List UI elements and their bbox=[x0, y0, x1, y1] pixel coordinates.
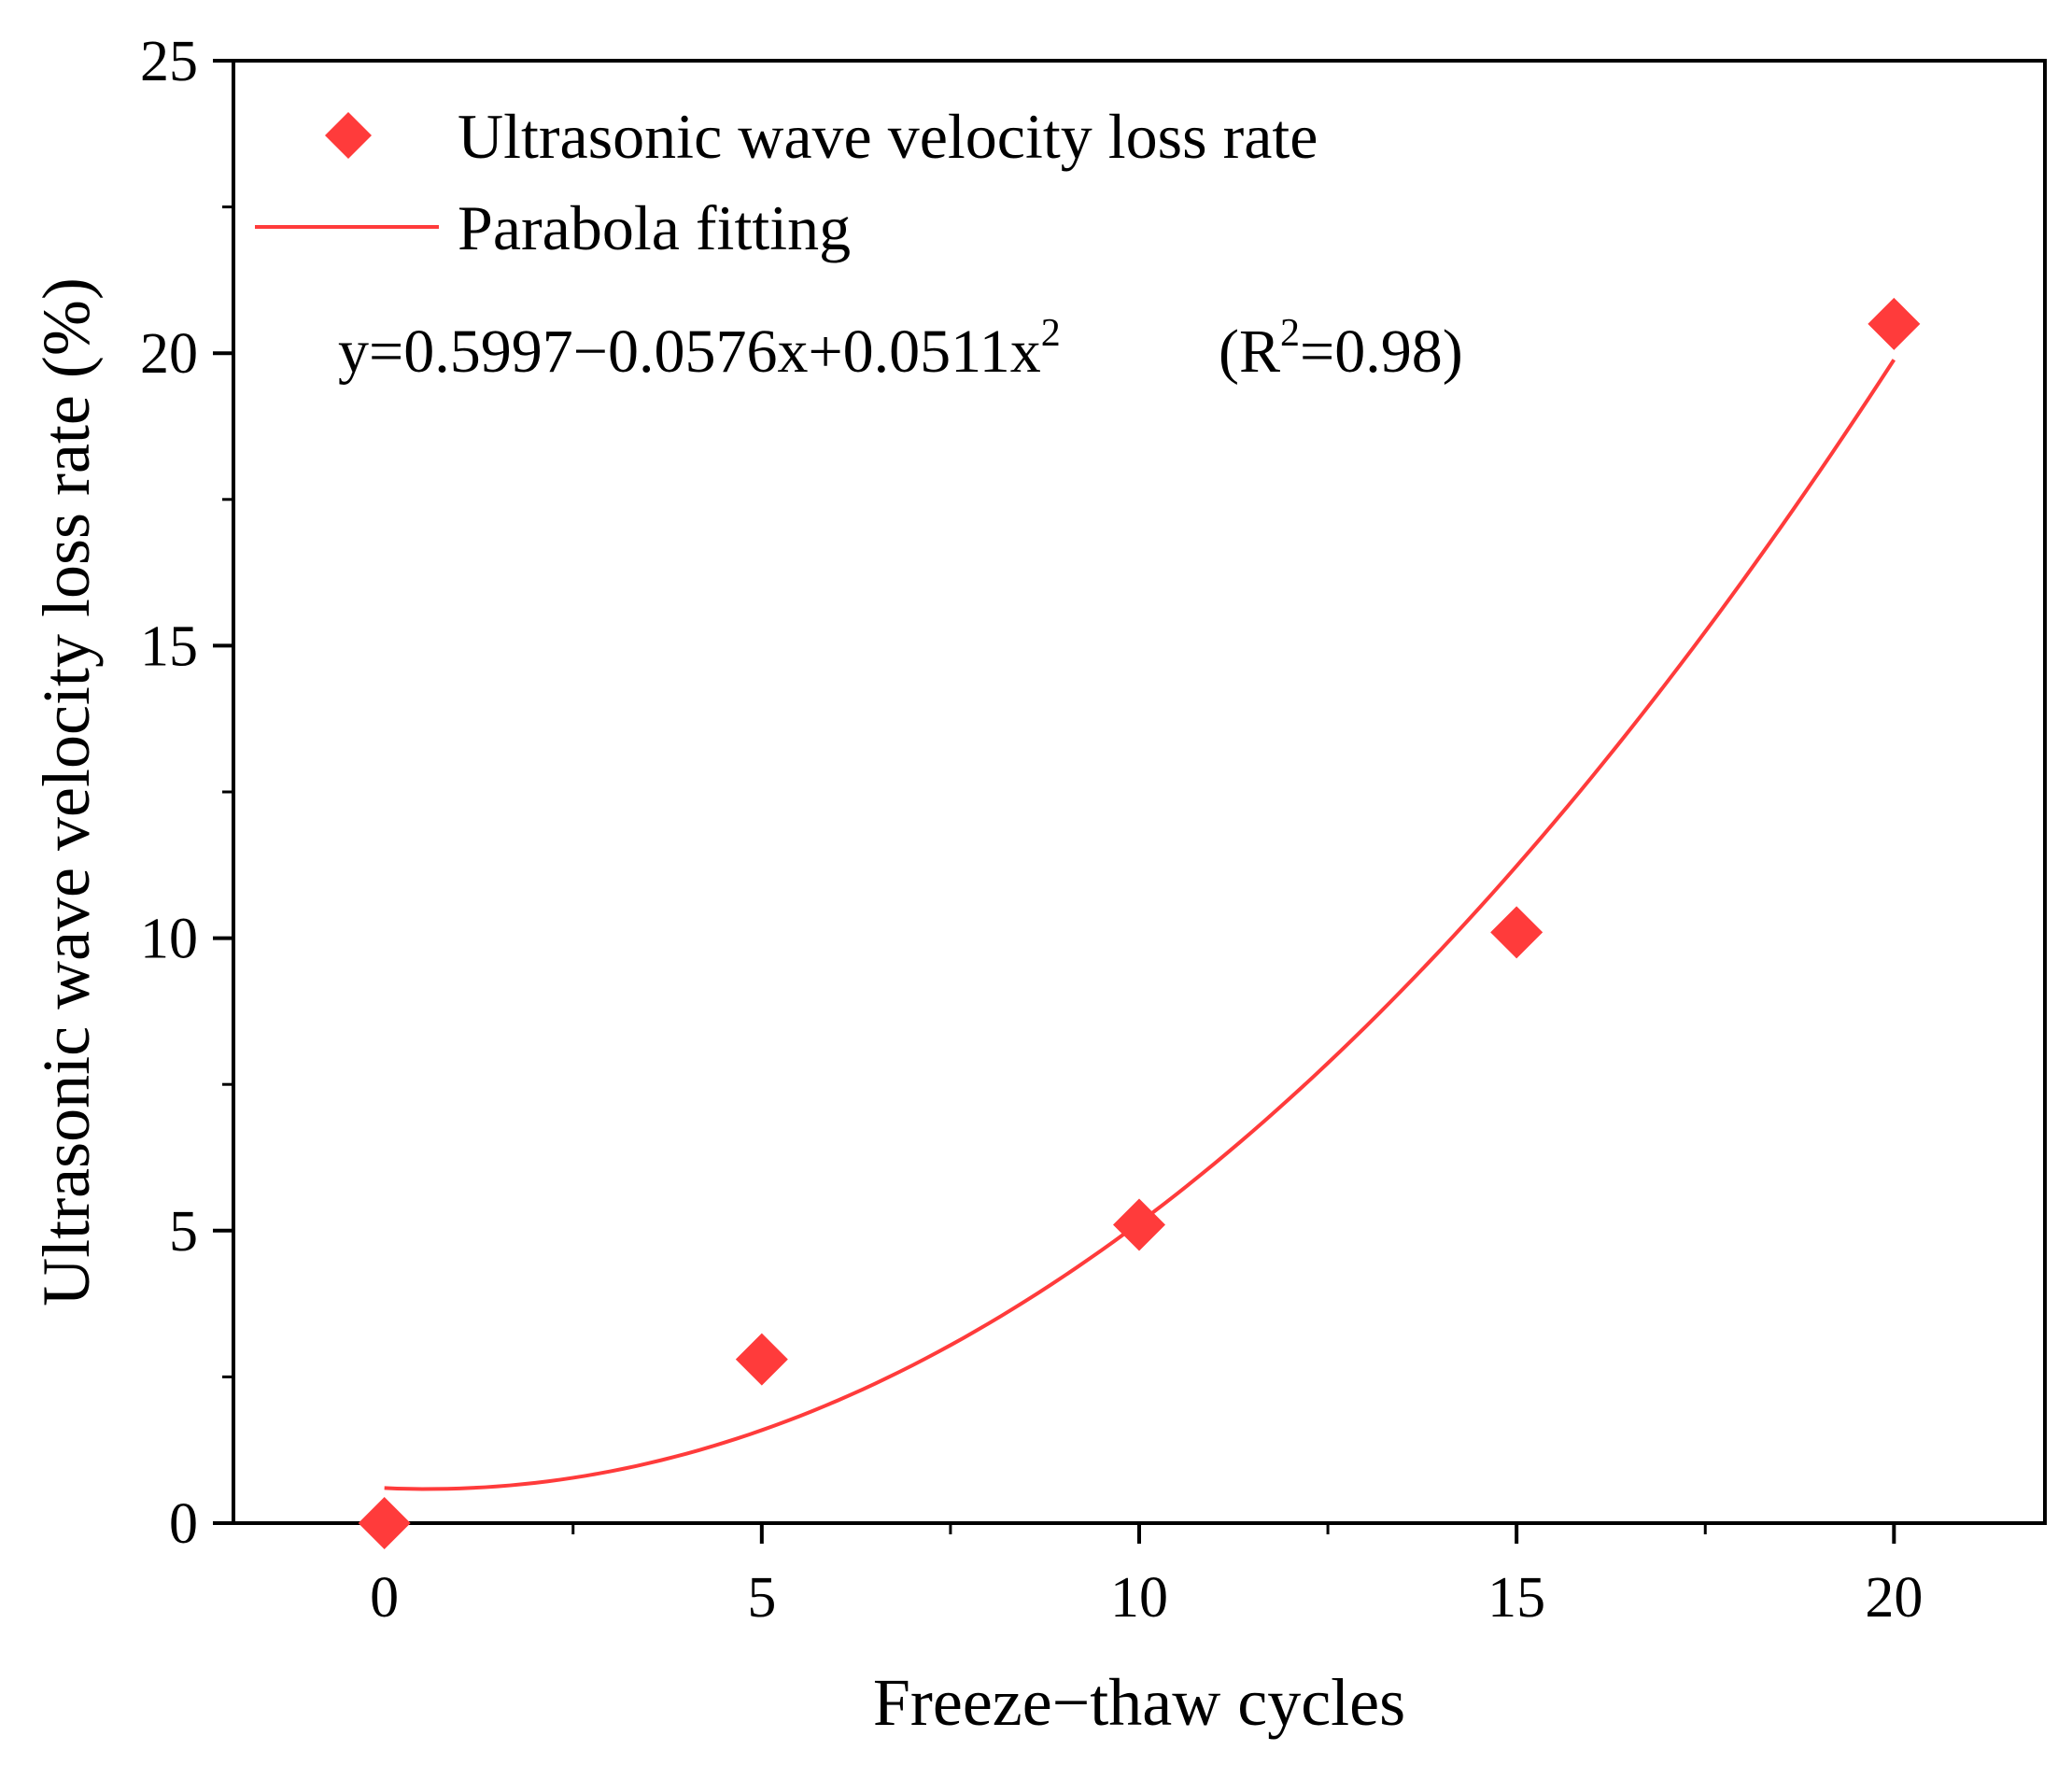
x-tick-label: 5 bbox=[747, 1566, 776, 1630]
x-tick-label: 10 bbox=[1110, 1566, 1168, 1630]
y-tick-label: 15 bbox=[140, 614, 198, 678]
fit-equation: y=0.5997−0.0576x+0.0511x2 (R2=0.98) bbox=[338, 312, 1463, 386]
x-tick-label: 20 bbox=[1865, 1566, 1923, 1630]
data-point-diamond bbox=[1113, 1198, 1165, 1251]
r2-close: =0.98) bbox=[1300, 318, 1463, 386]
y-tick-label: 0 bbox=[169, 1492, 198, 1556]
equation-main: y=0.5997−0.0576x+0.0511x bbox=[338, 318, 1041, 386]
data-markers bbox=[358, 297, 1921, 1549]
y-tick-label: 10 bbox=[140, 908, 198, 971]
data-point-diamond bbox=[1490, 906, 1543, 959]
y-tick-label: 5 bbox=[169, 1200, 198, 1264]
x-axis-ticks: 0 5 10 15 20 bbox=[370, 1523, 1923, 1630]
y-axis-title: Ultrasonic wave velocity loss rate (%) bbox=[29, 277, 104, 1306]
x-axis-title: Freeze−thaw cycles bbox=[873, 1665, 1405, 1740]
data-point-diamond bbox=[358, 1497, 411, 1549]
legend: Ultrasonic wave velocity loss rate Parab… bbox=[255, 101, 1318, 263]
parabola-fit-line bbox=[384, 359, 1896, 1491]
y-axis-ticks: 0 5 10 15 20 25 bbox=[140, 30, 233, 1556]
legend-diamond-marker bbox=[325, 112, 372, 159]
y-tick-label: 20 bbox=[140, 322, 198, 386]
data-point-diamond bbox=[735, 1333, 788, 1386]
y-tick-label: 25 bbox=[140, 30, 198, 93]
legend-label-scatter: Ultrasonic wave velocity loss rate bbox=[458, 101, 1318, 172]
plot-frame bbox=[232, 59, 2047, 1525]
equation-exponent: 2 bbox=[1041, 312, 1061, 355]
x-tick-label: 15 bbox=[1487, 1566, 1545, 1630]
r2-open: (R bbox=[1219, 318, 1280, 386]
r2-exponent: 2 bbox=[1280, 312, 1300, 355]
x-tick-label: 0 bbox=[370, 1566, 399, 1630]
legend-label-fit: Parabola fitting bbox=[458, 192, 851, 263]
data-point-diamond bbox=[1868, 297, 1921, 350]
